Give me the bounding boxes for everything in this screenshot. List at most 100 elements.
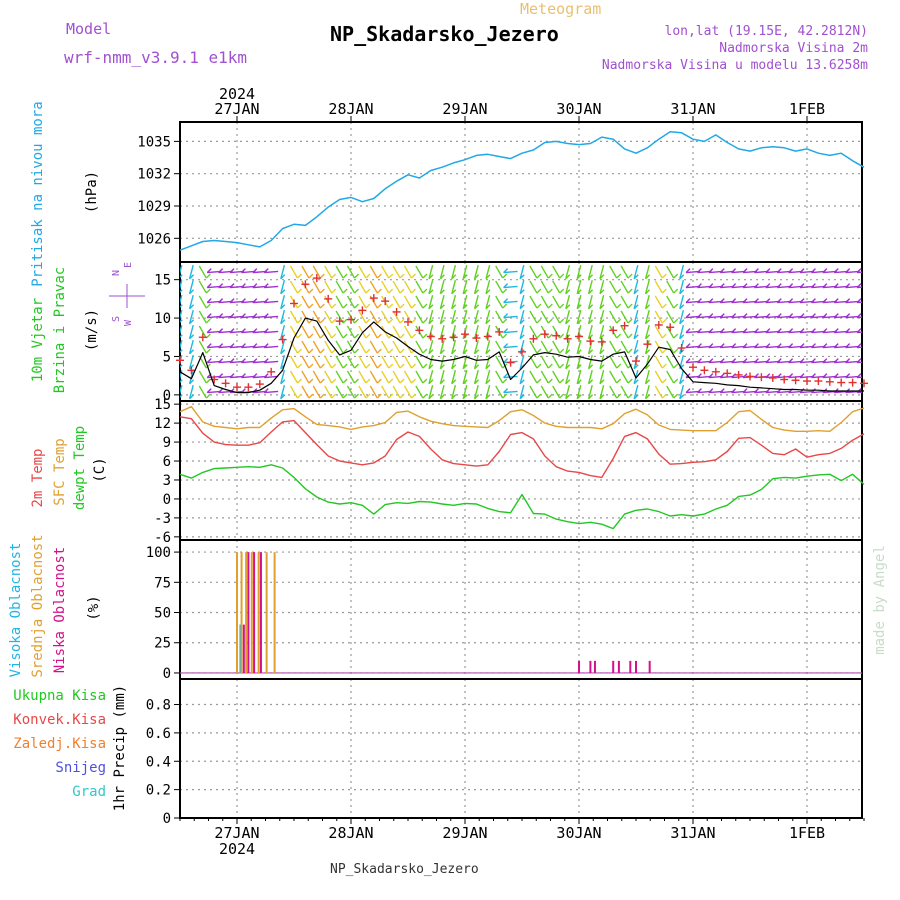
- wind-barb: [428, 340, 434, 354]
- wind-barb-flag: [297, 288, 302, 294]
- wind-label-1: 10m Vjetar: [30, 298, 46, 382]
- wind-barb: [540, 355, 549, 369]
- wind-barb-flag: [565, 304, 571, 310]
- wind-barb: [428, 370, 434, 384]
- dewpoint-line: [179, 464, 865, 530]
- wind-barb-flag: [616, 303, 622, 309]
- wind-barb-flag: [673, 273, 679, 279]
- wind-barb-flag: [645, 394, 651, 400]
- wind-barb: [609, 340, 618, 354]
- wind-barb-flag: [331, 393, 337, 399]
- wind-barb-flag: [451, 319, 457, 325]
- wind-barb: [609, 265, 618, 279]
- wind-barb-flag: [673, 363, 679, 369]
- wind-barb-flag: [399, 303, 405, 309]
- wind-barb-flag: [588, 289, 594, 295]
- wind-barb-flag: [708, 358, 714, 364]
- wind-barb: [289, 385, 299, 399]
- wind-barb-flag: [708, 328, 714, 334]
- wind-barb-flag: [856, 298, 862, 304]
- wind-barb-flag: [297, 393, 302, 399]
- wind-barb-flag: [833, 358, 839, 364]
- wind-barb-flag: [428, 319, 434, 325]
- wind-barb-flag: [331, 333, 337, 339]
- wind-barb: [415, 295, 424, 309]
- wind-barb: [633, 280, 639, 294]
- wind-barb: [679, 385, 685, 399]
- wind-barb-flag: [280, 349, 286, 355]
- wind-barb: [428, 385, 434, 399]
- wind-barb: [280, 265, 286, 279]
- wind-barb-flag: [218, 343, 224, 349]
- wind-barb: [415, 280, 424, 294]
- wind-barb-flag: [240, 283, 246, 289]
- wind-barb-flag: [519, 394, 525, 400]
- wind-barb-flag: [833, 328, 839, 334]
- wind-barb-flag: [731, 358, 737, 364]
- wind-barb: [519, 355, 525, 369]
- wind-barb-flag: [399, 318, 405, 324]
- wind-barb-flag: [833, 283, 839, 289]
- top-date-label: 31JAN: [670, 100, 715, 118]
- wind-barb-flag: [263, 373, 269, 379]
- bottom-year-label: 2024: [219, 840, 255, 858]
- wind-barb-flag: [451, 304, 457, 310]
- wind-barb-flag: [252, 283, 258, 289]
- wind-barb: [609, 370, 618, 384]
- wind-barb-flag: [822, 283, 828, 289]
- wind-barb: [369, 340, 378, 354]
- wind-barb: [264, 375, 279, 379]
- wind-barb-flag: [189, 394, 195, 400]
- wind-barb: [312, 280, 321, 294]
- wind-barb-flag: [308, 303, 314, 309]
- wind-barb: [346, 355, 356, 369]
- wind-barb-flag: [547, 348, 553, 354]
- wind-barb: [451, 325, 457, 339]
- wind-barb-flag: [388, 378, 394, 384]
- wind-barb: [451, 385, 457, 399]
- wind-barb: [188, 295, 194, 309]
- wind-barb-flag: [411, 378, 416, 384]
- wind-barb: [576, 310, 582, 324]
- wind-barb-flag: [742, 373, 748, 379]
- wind-barb-flag: [576, 304, 582, 310]
- wind-barb: [654, 325, 663, 339]
- wind-barb: [587, 325, 593, 339]
- wind-barb: [540, 295, 549, 309]
- wind-barb-flag: [229, 328, 235, 334]
- wind-barb-flag: [376, 378, 382, 384]
- wind-barb: [358, 310, 367, 324]
- wind-barb-flag: [354, 348, 359, 354]
- wind-barb: [540, 385, 549, 399]
- wind-barb: [633, 385, 639, 399]
- wind-barb: [495, 280, 504, 294]
- wind-barb-flag: [822, 343, 828, 349]
- wind-barb: [503, 345, 518, 349]
- wind-barb-flag: [845, 358, 851, 364]
- wind-barb: [856, 361, 862, 364]
- wind-barb-flag: [439, 379, 445, 385]
- wind-barb-flag: [462, 349, 468, 355]
- wind-barb: [609, 385, 618, 399]
- wind-barb-flag: [422, 363, 428, 369]
- wind-barb: [346, 385, 356, 399]
- wind-barb: [540, 310, 549, 324]
- wind-barb: [529, 325, 538, 339]
- wind-barb: [529, 385, 538, 399]
- wind-barb-flag: [753, 283, 759, 289]
- wind-barb-flag: [731, 283, 737, 289]
- wind-barb-flag: [536, 288, 542, 294]
- wind-barb-flag: [365, 318, 371, 324]
- wind-barb-flag: [252, 343, 258, 349]
- wind-barb-flag: [833, 298, 839, 304]
- wind-barb: [428, 280, 434, 294]
- wind-barb: [358, 355, 367, 369]
- wind-barb-flag: [856, 358, 862, 364]
- wind-barb: [462, 265, 468, 279]
- wind-barb-flag: [719, 283, 725, 289]
- wind-barb-flag: [559, 303, 565, 309]
- panel-frame-cloud: [179, 539, 863, 680]
- wind-barb-flag: [559, 318, 565, 324]
- wind-barb: [519, 310, 525, 324]
- wind-barb: [369, 370, 378, 384]
